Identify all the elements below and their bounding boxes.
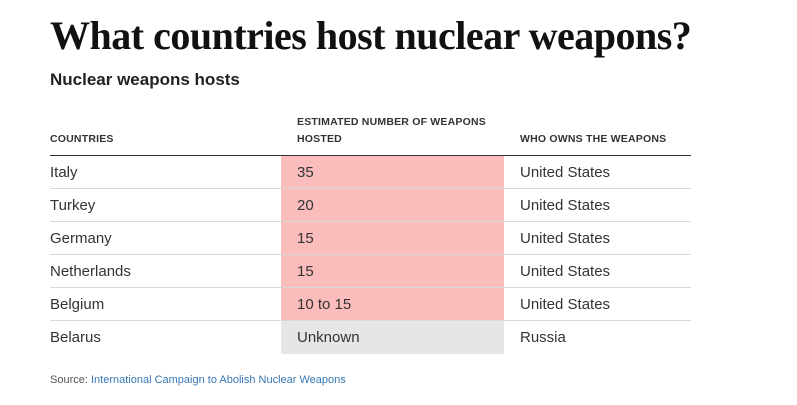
country-cell: Belarus bbox=[50, 328, 101, 346]
weapons-count-cell: Unknown bbox=[281, 320, 504, 354]
country-cell: Germany bbox=[50, 221, 281, 255]
country-cell: Netherlands bbox=[50, 254, 281, 288]
source-prefix: Source: bbox=[50, 374, 91, 386]
table-row: Belarus Unknown Russia bbox=[50, 320, 691, 354]
table-row: Germany 15 United States bbox=[50, 221, 691, 255]
country-cell: Belgium bbox=[50, 287, 281, 321]
weapons-count-cell: 10 to 15 bbox=[281, 287, 504, 321]
table-row: Netherlands 15 United States bbox=[50, 254, 691, 288]
column-header-owner: WHO OWNS THE WEAPONS bbox=[504, 114, 691, 156]
owner-cell: United States bbox=[504, 188, 691, 222]
table-row: Italy 35 United States bbox=[50, 155, 691, 189]
owner-cell: United States bbox=[504, 254, 691, 288]
source-note: Source: International Campaign to Abolis… bbox=[50, 374, 346, 386]
owner-cell: United States bbox=[504, 221, 691, 255]
table-header-row: COUNTRIES ESTIMATED NUMBER OF WEAPONS HO… bbox=[50, 114, 691, 156]
weapons-count-cell: 20 bbox=[281, 188, 504, 222]
table-row: Turkey 20 United States bbox=[50, 188, 691, 222]
weapons-count-cell: 15 bbox=[281, 254, 504, 288]
owner-cell: Russia bbox=[520, 328, 566, 346]
country-cell: Italy bbox=[50, 155, 281, 189]
column-header-countries: COUNTRIES bbox=[50, 114, 281, 156]
weapons-count-cell: 15 bbox=[281, 221, 504, 255]
table-subtitle: Nuclear weapons hosts bbox=[50, 70, 240, 89]
table-row: Belgium 10 to 15 United States bbox=[50, 287, 691, 321]
owner-cell: United States bbox=[504, 287, 691, 321]
source-link[interactable]: International Campaign to Abolish Nuclea… bbox=[90, 374, 346, 386]
table-body: Italy 35 United States Turkey 20 United State… bbox=[50, 155, 691, 354]
weapons-count-cell: 35 bbox=[281, 155, 504, 189]
country-cell: Turkey bbox=[50, 188, 281, 222]
owner-cell: United States bbox=[504, 155, 691, 189]
column-header-weapons-hosted: ESTIMATED NUMBER OF WEAPONS HOSTED bbox=[281, 114, 504, 156]
hosts-table: COUNTRIES ESTIMATED NUMBER OF WEAPONS HO… bbox=[50, 114, 691, 354]
page-title: What countries host nuclear weapons? bbox=[50, 13, 692, 58]
